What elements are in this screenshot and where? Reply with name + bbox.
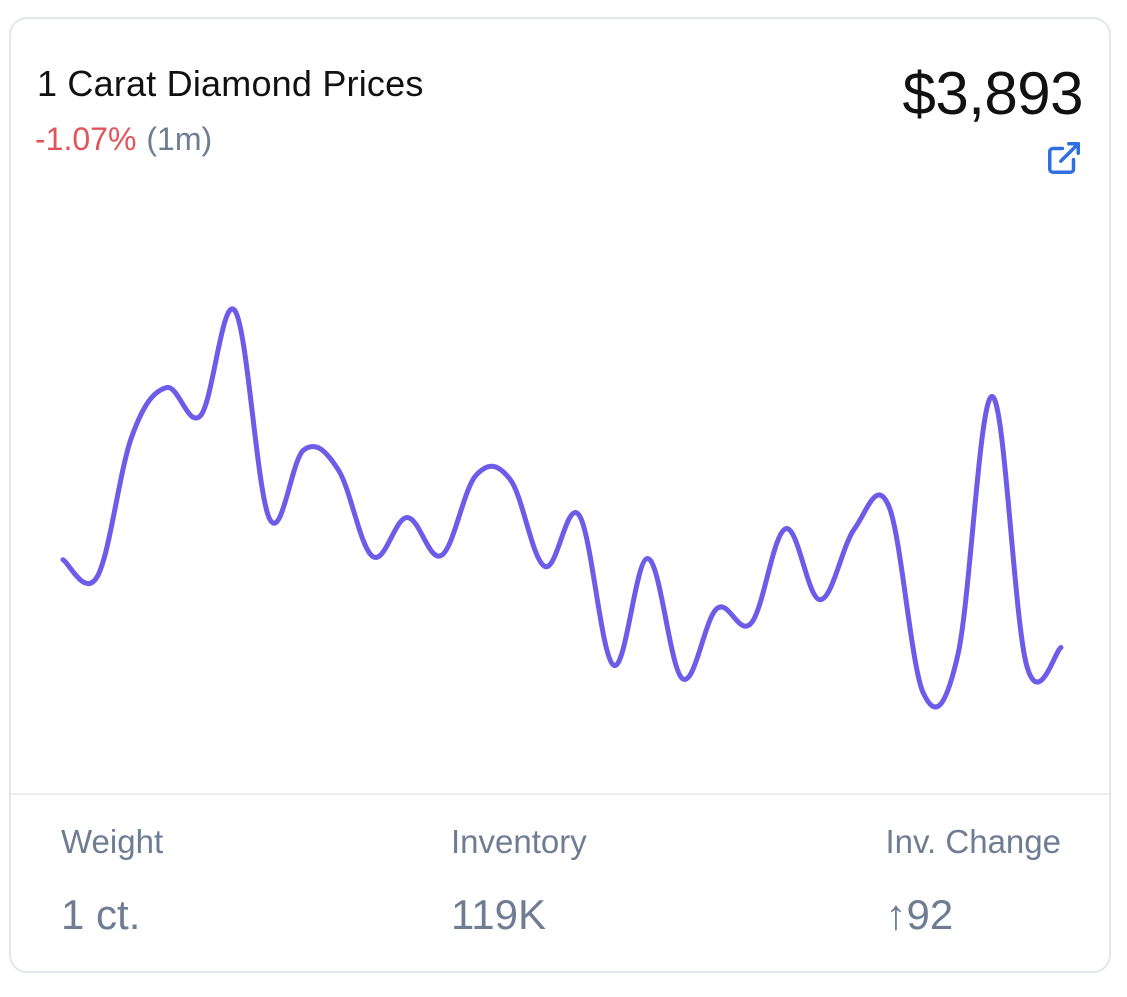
data-point-7 <box>301 447 307 453</box>
weight-value: 1 ct. <box>61 891 141 938</box>
stat-weight: Weight 1 ct. <box>61 823 163 939</box>
divider <box>11 793 1109 795</box>
data-point-28 <box>1024 662 1030 668</box>
data-point-21 <box>783 526 789 532</box>
data-point-4 <box>198 412 204 418</box>
inv-change-value: ↑92 <box>885 891 954 938</box>
price-line-chart <box>60 306 1064 710</box>
data-point-25 <box>920 690 926 696</box>
data-point-1 <box>94 573 100 579</box>
data-point-11 <box>439 552 445 558</box>
data-point-13 <box>507 477 513 483</box>
data-point-8 <box>335 467 341 473</box>
data-point-2 <box>129 434 135 440</box>
data-point-12 <box>473 472 479 478</box>
price-series-line <box>60 306 1064 710</box>
data-point-18 <box>679 676 685 682</box>
data-point-27 <box>989 394 995 400</box>
stat-inventory: Inventory 119K <box>451 823 587 939</box>
data-point-14 <box>542 563 548 569</box>
data-point-17 <box>645 556 651 562</box>
card-title: 1 Carat Diamond Prices <box>37 63 424 104</box>
data-point-0 <box>60 557 66 563</box>
inventory-label: Inventory <box>451 823 587 860</box>
change-percent: -1.07% <box>35 121 137 157</box>
change-period: (1m) <box>146 121 213 157</box>
data-point-23 <box>852 526 858 532</box>
data-point-5 <box>232 308 238 314</box>
data-point-9 <box>370 553 376 559</box>
data-point-24 <box>886 503 892 509</box>
data-point-19 <box>714 606 720 612</box>
inv-change-label: Inv. Change <box>885 823 1061 860</box>
data-point-29 <box>1058 645 1064 651</box>
diamond-price-card: 1 Carat Diamond Prices -1.07% (1m) $3,893… <box>9 17 1111 973</box>
data-point-20 <box>748 620 754 626</box>
external-link-icon[interactable] <box>1045 139 1083 177</box>
data-point-3 <box>163 385 169 391</box>
price-change-row: -1.07% (1m) <box>35 121 212 158</box>
data-point-26 <box>955 652 961 658</box>
data-point-10 <box>404 515 410 521</box>
data-point-15 <box>576 512 582 518</box>
data-point-6 <box>267 516 273 522</box>
data-point-16 <box>611 662 617 668</box>
inventory-value: 119K <box>451 891 546 938</box>
data-point-22 <box>817 597 823 603</box>
stat-inv-change: Inv. Change ↑92 <box>885 823 1061 939</box>
weight-label: Weight <box>61 823 164 860</box>
current-price: $3,893 <box>902 60 1083 127</box>
